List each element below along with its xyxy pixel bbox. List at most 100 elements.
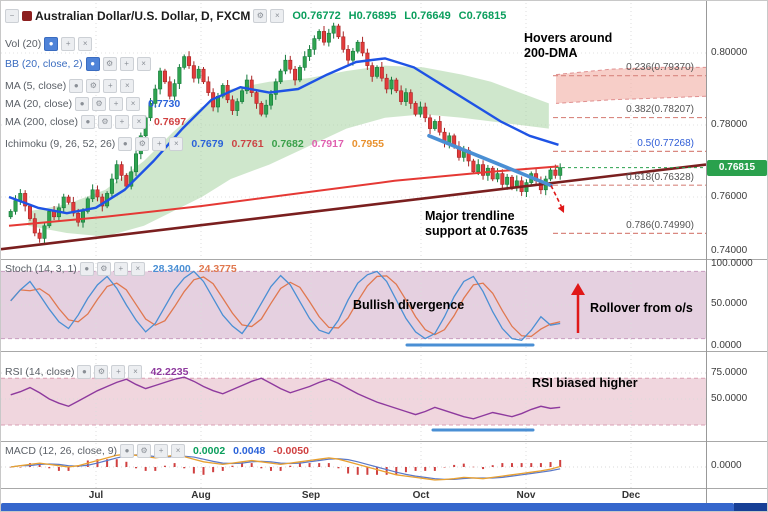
scrollbar-end-handle[interactable]	[734, 503, 767, 511]
ohlc-readout: O0.76772 H0.76895 L0.76649 C0.76815	[287, 10, 506, 22]
month-label: Oct	[412, 490, 430, 501]
month-label: Aug	[191, 490, 211, 501]
rsi-tick: 50.0000	[711, 393, 748, 404]
close-icon[interactable]: ×	[128, 365, 143, 379]
indicator-row-ma200: MA (200, close) ● ⚙ + × 0.7697	[5, 115, 186, 129]
indicator-row-ichimoku: Ichimoku (9, 26, 52, 26) ● ⚙ + × 0.7679 …	[5, 137, 384, 151]
fib-level-label: 0.236(0.79370)	[626, 62, 694, 73]
settings-icon[interactable]: ⚙	[97, 115, 112, 129]
close-icon[interactable]: ×	[171, 444, 186, 458]
add-icon[interactable]: +	[113, 262, 128, 276]
settings-icon[interactable]: ⚙	[102, 57, 117, 71]
visibility-icon[interactable]: ●	[77, 365, 92, 379]
visibility-icon[interactable]: ●	[79, 262, 94, 276]
settings-icon[interactable]: ⚙	[96, 262, 111, 276]
fib-level-label: 0.5(0.77268)	[637, 138, 694, 149]
stoch-tick: 50.0000	[711, 298, 748, 309]
indicator-label[interactable]: Ichimoku (9, 26, 52, 26)	[5, 138, 116, 150]
add-icon[interactable]: +	[111, 365, 126, 379]
visibility-icon[interactable]: ●	[44, 37, 59, 51]
indicator-label[interactable]: MA (5, close)	[5, 80, 67, 92]
annotation-200dma: Hovers around 200-DMA	[524, 31, 613, 60]
macd-value: 0.0048	[233, 445, 266, 457]
add-icon[interactable]: +	[152, 137, 167, 151]
price-tick: 0.74000	[711, 245, 748, 256]
visibility-icon[interactable]: ●	[80, 115, 95, 129]
visibility-icon[interactable]: ●	[120, 444, 135, 458]
indicator-value: 0.7955	[351, 138, 384, 150]
indicator-row-bb: BB (20, close, 2) ● ⚙ + ×	[5, 57, 151, 71]
stoch-tick: 0.0000	[711, 340, 742, 351]
add-icon[interactable]: +	[154, 444, 169, 458]
settings-icon[interactable]: ⚙	[137, 444, 152, 458]
current-price-badge: 0.76815	[707, 160, 767, 176]
price-tick: 0.80000	[711, 47, 748, 58]
indicator-label[interactable]: MACD (12, 26, close, 9)	[5, 445, 118, 457]
indicator-label[interactable]: BB (20, close, 2)	[5, 58, 83, 70]
close-icon[interactable]: ×	[78, 37, 93, 51]
high-value: H0.76895	[348, 10, 397, 22]
instrument-icon	[22, 11, 32, 21]
indicator-value: 0.7761	[231, 138, 264, 150]
add-icon[interactable]: +	[119, 57, 134, 71]
settings-icon[interactable]: ⚙	[86, 79, 101, 93]
indicator-label[interactable]: RSI (14, close)	[5, 366, 75, 378]
close-icon[interactable]: ×	[130, 262, 145, 276]
month-label: Nov	[516, 490, 536, 501]
stoch-d-value: 24.3775	[198, 263, 237, 275]
indicator-label[interactable]: Stoch (14, 3, 1)	[5, 263, 77, 275]
close-icon[interactable]: ×	[169, 137, 184, 151]
macd-tick: 0.0000	[711, 460, 742, 471]
open-value: O0.76772	[292, 10, 341, 22]
month-label: Dec	[621, 490, 641, 501]
indicator-value: 0.7917	[311, 138, 344, 150]
close-icon[interactable]: ×	[136, 57, 151, 71]
annotation-rsi: RSI biased higher	[532, 376, 638, 390]
add-icon[interactable]: +	[61, 37, 76, 51]
indicator-label[interactable]: MA (20, close)	[5, 98, 73, 110]
rsi-legend: RSI (14, close) ● ⚙ + × 42.2235	[5, 365, 188, 379]
chart-header: − Australian Dollar/U.S. Dollar, D, FXCM…	[5, 9, 506, 23]
visibility-icon[interactable]: ●	[118, 137, 133, 151]
annotation-trendline: Major trendline support at 0.7635	[425, 209, 528, 238]
settings-icon[interactable]: ⚙	[135, 137, 150, 151]
close-icon[interactable]: ×	[270, 9, 285, 23]
settings-icon[interactable]: ⚙	[92, 97, 107, 111]
add-icon[interactable]: +	[109, 97, 124, 111]
horizontal-scrollbar[interactable]	[1, 503, 767, 511]
indicator-label[interactable]: MA (200, close)	[5, 116, 78, 128]
month-label: Sep	[301, 490, 321, 501]
close-value: C0.76815	[458, 10, 507, 22]
visibility-icon[interactable]: ●	[85, 57, 100, 71]
indicator-value: 0.7679	[191, 138, 224, 150]
close-icon[interactable]: ×	[126, 97, 141, 111]
stoch-tick: 100.0000	[711, 258, 753, 269]
rsi-value: 42.2235	[150, 366, 189, 378]
low-value: L0.76649	[404, 10, 451, 22]
add-icon[interactable]: +	[114, 115, 129, 129]
visibility-icon[interactable]: ●	[69, 79, 84, 93]
month-label: Jul	[88, 490, 104, 501]
macd-hist-value: 0.0002	[193, 445, 226, 457]
settings-icon[interactable]: ⚙	[94, 365, 109, 379]
close-icon[interactable]: ×	[120, 79, 135, 93]
stoch-legend: Stoch (14, 3, 1) ● ⚙ + × 28.3400 24.3775	[5, 262, 237, 276]
macd-legend: MACD (12, 26, close, 9) ● ⚙ + × 0.0002 0…	[5, 444, 309, 458]
indicator-label[interactable]: Vol (20)	[5, 38, 42, 50]
fib-level-label: 0.786(0.74990)	[626, 220, 694, 231]
close-icon[interactable]: ×	[131, 115, 146, 129]
scrollbar-thumb[interactable]	[1, 503, 734, 511]
price-tick: 0.78000	[711, 119, 748, 130]
indicator-row-ma20: MA (20, close) ● ⚙ + × 0.7730	[5, 97, 180, 111]
annotation-divergence: Bullish divergence	[353, 298, 465, 312]
visibility-icon[interactable]: ●	[75, 97, 90, 111]
indicator-value: 0.7697	[153, 116, 187, 128]
collapse-button[interactable]: −	[5, 9, 19, 23]
add-icon[interactable]: +	[103, 79, 118, 93]
settings-icon[interactable]: ⚙	[253, 9, 268, 23]
stoch-k-value: 28.3400	[152, 263, 191, 275]
chart-title[interactable]: Australian Dollar/U.S. Dollar, D, FXCM	[35, 9, 251, 23]
annotation-rollover: Rollover from o/s	[590, 301, 693, 315]
